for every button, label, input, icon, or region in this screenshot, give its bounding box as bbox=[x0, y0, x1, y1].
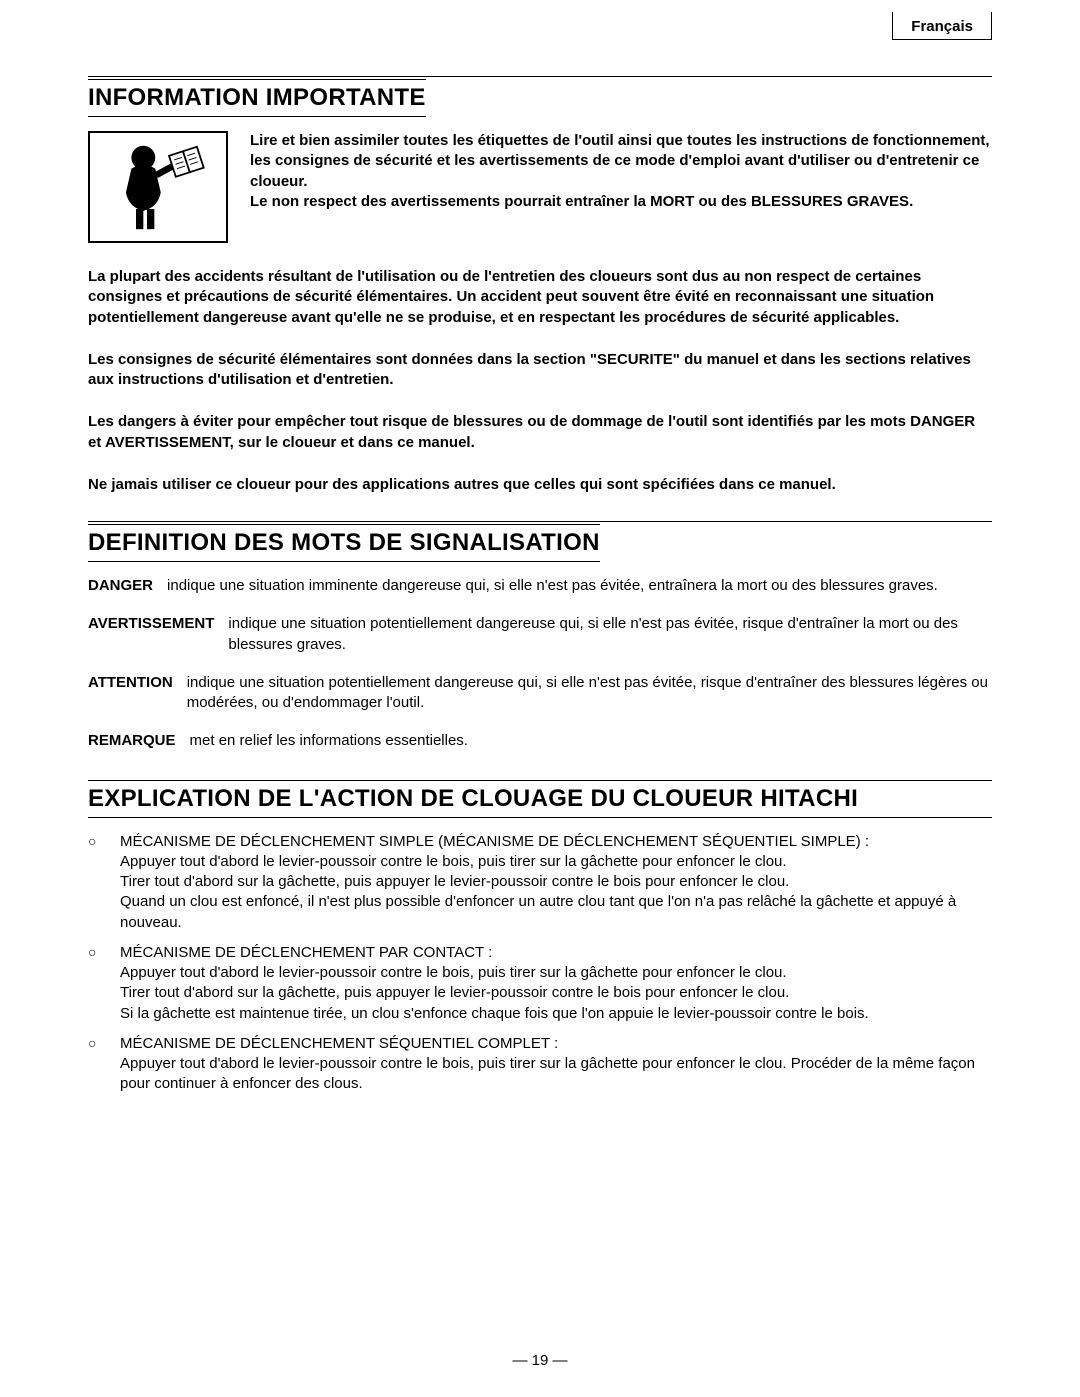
def-term: REMARQUE bbox=[88, 731, 176, 751]
lead-text: Lire et bien assimiler toutes les étique… bbox=[250, 131, 992, 243]
bullet-circle-icon: ○ bbox=[88, 943, 106, 963]
def-text: met en relief les informations essentiel… bbox=[190, 731, 992, 751]
section1-p1: La plupart des accidents résultant de l'… bbox=[88, 267, 992, 328]
def-avertissement: AVERTISSEMENT indique une situation pote… bbox=[88, 614, 992, 655]
section1-p3: Les dangers à éviter pour empêcher tout … bbox=[88, 412, 992, 453]
mechanism-body: Appuyer tout d'abord le levier-poussoir … bbox=[88, 963, 992, 1024]
section1-p4: Ne jamais utiliser ce cloueur pour des a… bbox=[88, 475, 992, 495]
mechanism-heading: MÉCANISME DE DÉCLENCHEMENT SÉQUENTIEL CO… bbox=[120, 1034, 992, 1054]
bullet-circle-icon: ○ bbox=[88, 1034, 106, 1054]
bullet-circle-icon: ○ bbox=[88, 832, 106, 852]
def-term: AVERTISSEMENT bbox=[88, 614, 214, 655]
page-content: INFORMATION IMPORTANTE bbox=[88, 0, 992, 1095]
section-explication: EXPLICATION DE L'ACTION DE CLOUAGE DU CL… bbox=[88, 780, 992, 1095]
mechanism-item-3: ○ MÉCANISME DE DÉCLENCHEMENT SÉQUENTIEL … bbox=[88, 1034, 992, 1095]
mechanism-heading: MÉCANISME DE DÉCLENCHEMENT SIMPLE (MÉCAN… bbox=[120, 832, 992, 852]
lead-para-1: Lire et bien assimiler toutes les étique… bbox=[250, 131, 992, 192]
section-information-importante: INFORMATION IMPORTANTE bbox=[88, 76, 992, 495]
language-tab: Français bbox=[892, 12, 992, 40]
section1-title: INFORMATION IMPORTANTE bbox=[88, 79, 426, 117]
section2-title: DEFINITION DES MOTS DE SIGNALISATION bbox=[88, 524, 600, 562]
read-manual-icon bbox=[88, 131, 228, 243]
mechanism-item-1: ○ MÉCANISME DE DÉCLENCHEMENT SIMPLE (MÉC… bbox=[88, 832, 992, 933]
def-text: indique une situation potentiellement da… bbox=[187, 673, 992, 714]
mechanism-body: Appuyer tout d'abord le levier-poussoir … bbox=[88, 852, 992, 933]
section-definitions: DEFINITION DES MOTS DE SIGNALISATION DAN… bbox=[88, 521, 992, 752]
info-lead-row: Lire et bien assimiler toutes les étique… bbox=[88, 131, 992, 243]
def-remarque: REMARQUE met en relief les informations … bbox=[88, 731, 992, 751]
def-term: DANGER bbox=[88, 576, 153, 596]
lead-para-2: Le non respect des avertissements pourra… bbox=[250, 192, 992, 212]
section3-title: EXPLICATION DE L'ACTION DE CLOUAGE DU CL… bbox=[88, 780, 992, 818]
def-text: indique une situation imminente dangereu… bbox=[167, 576, 992, 596]
section1-p2: Les consignes de sécurité élémentaires s… bbox=[88, 350, 992, 391]
mechanism-body: Appuyer tout d'abord le levier-poussoir … bbox=[88, 1054, 992, 1095]
page-number: — 19 — bbox=[0, 1352, 1080, 1369]
def-attention: ATTENTION indique une situation potentie… bbox=[88, 673, 992, 714]
mechanism-item-2: ○ MÉCANISME DE DÉCLENCHEMENT PAR CONTACT… bbox=[88, 943, 992, 1024]
def-text: indique une situation potentiellement da… bbox=[228, 614, 992, 655]
mechanism-heading: MÉCANISME DE DÉCLENCHEMENT PAR CONTACT : bbox=[120, 943, 992, 963]
def-danger: DANGER indique une situation imminente d… bbox=[88, 576, 992, 596]
def-term: ATTENTION bbox=[88, 673, 173, 714]
